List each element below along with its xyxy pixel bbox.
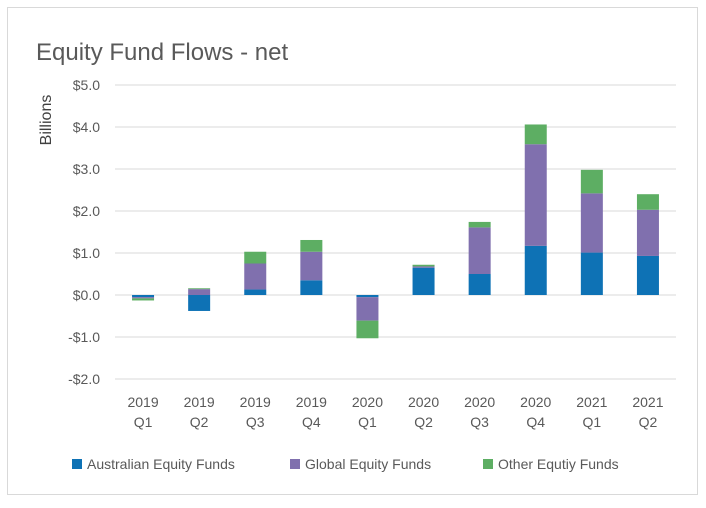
bars — [132, 124, 659, 339]
bar-segment — [188, 295, 211, 311]
x-tick-year: 2019 — [296, 394, 327, 410]
bar-segment — [300, 251, 323, 281]
y-tick-label: $5.0 — [73, 77, 100, 93]
bar-segment — [468, 274, 491, 295]
y-tick-labels: -$2.0 -$1.0 $0.0 $1.0 $2.0 $3.0 $4.0 $5.0 — [68, 77, 100, 387]
bar-segment — [300, 239, 323, 252]
chart-title: Equity Fund Flows - net — [36, 39, 288, 66]
legend-label: Global Equity Funds — [305, 456, 431, 472]
bar-segment — [412, 267, 435, 295]
bar-segment — [132, 297, 155, 299]
bar-segment — [356, 295, 379, 298]
bar-segment — [636, 209, 659, 256]
gridlines — [115, 84, 676, 380]
bar-segment — [244, 263, 267, 290]
x-tick-year: 2020 — [520, 394, 551, 410]
x-tick-quarter: Q4 — [302, 414, 321, 430]
bar-segment — [580, 193, 603, 253]
x-tick-year: 2020 — [352, 394, 383, 410]
bar-segment — [636, 194, 659, 210]
bar-segment — [188, 289, 211, 295]
bar-segment — [580, 169, 603, 194]
y-tick-label: -$2.0 — [68, 371, 100, 387]
y-tick-label: $2.0 — [73, 203, 100, 219]
legend-swatch — [290, 459, 300, 469]
x-tick-year: 2019 — [240, 394, 271, 410]
x-tick-year: 2020 — [464, 394, 495, 410]
x-tick-quarter: Q2 — [414, 414, 433, 430]
legend-swatch — [72, 459, 82, 469]
x-tick-quarter: Q1 — [583, 414, 602, 430]
x-tick-year: 2021 — [632, 394, 663, 410]
legend: Australian Equity Funds Global Equity Fun… — [72, 456, 619, 472]
y-tick-label: -$1.0 — [68, 329, 100, 345]
legend-label: Australian Equity Funds — [87, 456, 235, 472]
bar-segment — [468, 227, 491, 274]
x-tick-quarter: Q3 — [246, 414, 265, 430]
x-tick-year: 2021 — [576, 394, 607, 410]
x-tick-quarter: Q1 — [134, 414, 153, 430]
bar-segment — [188, 288, 211, 290]
y-tick-label: $3.0 — [73, 161, 100, 177]
x-tick-quarter: Q4 — [526, 414, 545, 430]
x-tick-quarter: Q2 — [639, 414, 658, 430]
bar-segment — [132, 298, 155, 301]
x-tick-year: 2020 — [408, 394, 439, 410]
x-tick-year: 2019 — [127, 394, 158, 410]
bar-segment — [132, 295, 155, 298]
x-tick-quarter: Q1 — [358, 414, 377, 430]
legend-swatch — [483, 459, 493, 469]
bar-segment — [412, 266, 435, 268]
bar-segment — [468, 221, 491, 228]
x-tick-labels: 2019 Q1 2019 Q2 2019 Q3 2019 Q4 2020 Q1 2020 Q2 2020… — [127, 394, 663, 430]
y-tick-label: $4.0 — [73, 119, 100, 135]
bar-segment — [412, 264, 435, 267]
y-tick-label: $0.0 — [73, 287, 100, 303]
bar-segment — [356, 297, 379, 321]
legend-label: Other Equtiy Funds — [498, 456, 619, 472]
bar-segment — [244, 289, 267, 295]
bar-segment — [300, 280, 323, 295]
y-axis-label: Billions — [38, 95, 55, 146]
y-tick-label: $1.0 — [73, 245, 100, 261]
x-tick-quarter: Q2 — [190, 414, 209, 430]
x-tick-quarter: Q3 — [470, 414, 489, 430]
x-tick-year: 2019 — [184, 394, 215, 410]
bar-segment — [524, 124, 547, 145]
bar-segment — [524, 245, 547, 295]
bar-segment — [580, 252, 603, 295]
bar-segment — [636, 255, 659, 295]
bar-segment — [524, 144, 547, 246]
bar-segment — [244, 251, 267, 264]
bar-segment — [356, 320, 379, 339]
